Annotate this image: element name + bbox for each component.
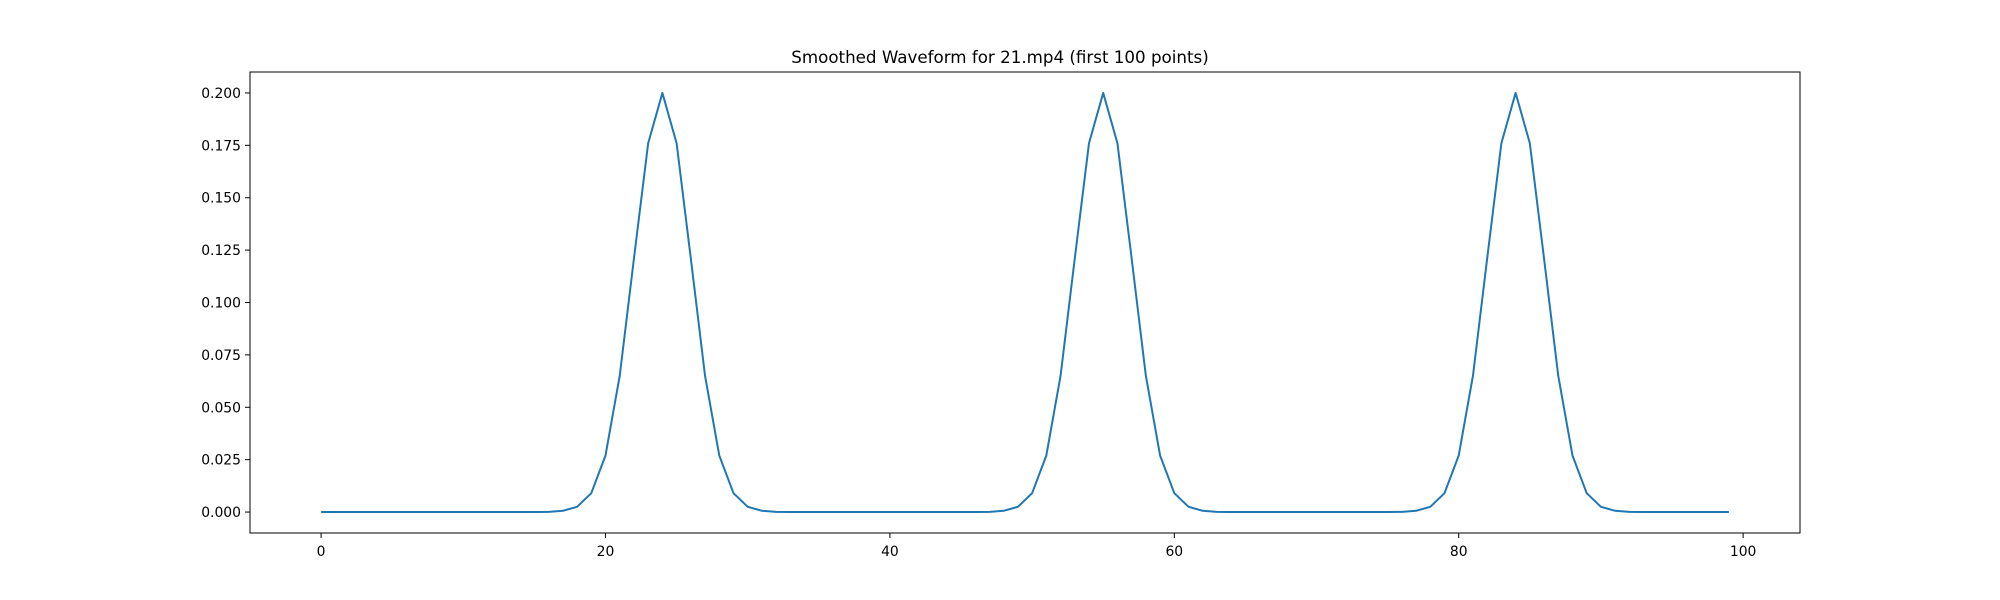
y-tick-label-1: 0.025 xyxy=(201,453,241,469)
y-tick-label-2: 0.050 xyxy=(201,400,241,416)
y-tick-label-6: 0.150 xyxy=(201,191,241,207)
y-tick-label-8: 0.200 xyxy=(201,86,241,102)
x-tick-label-40: 40 xyxy=(881,544,899,560)
waveform-series-line xyxy=(321,91,1729,514)
x-tick-label-80: 80 xyxy=(1450,544,1468,560)
axes-frame xyxy=(249,71,1801,534)
x-tick-label-60: 60 xyxy=(1165,544,1183,560)
x-tick-label-0: 0 xyxy=(317,544,326,560)
plot-area: 0 20 40 60 80 100 0.000 0.025 0.050 0.075 0.100 0.1… xyxy=(201,71,1801,560)
y-tick-label-5: 0.125 xyxy=(201,243,241,259)
y-tick-label-4: 0.100 xyxy=(201,296,241,312)
chart-title: Smoothed Waveform for 21.mp4 (first 100 … xyxy=(791,47,1208,67)
y-tick-label-3: 0.075 xyxy=(201,348,241,364)
y-tick-label-7: 0.175 xyxy=(201,138,241,154)
x-tick-label-20: 20 xyxy=(597,544,615,560)
x-tick-label-100: 100 xyxy=(1730,544,1757,560)
y-tick-label-0: 0.000 xyxy=(201,505,241,521)
